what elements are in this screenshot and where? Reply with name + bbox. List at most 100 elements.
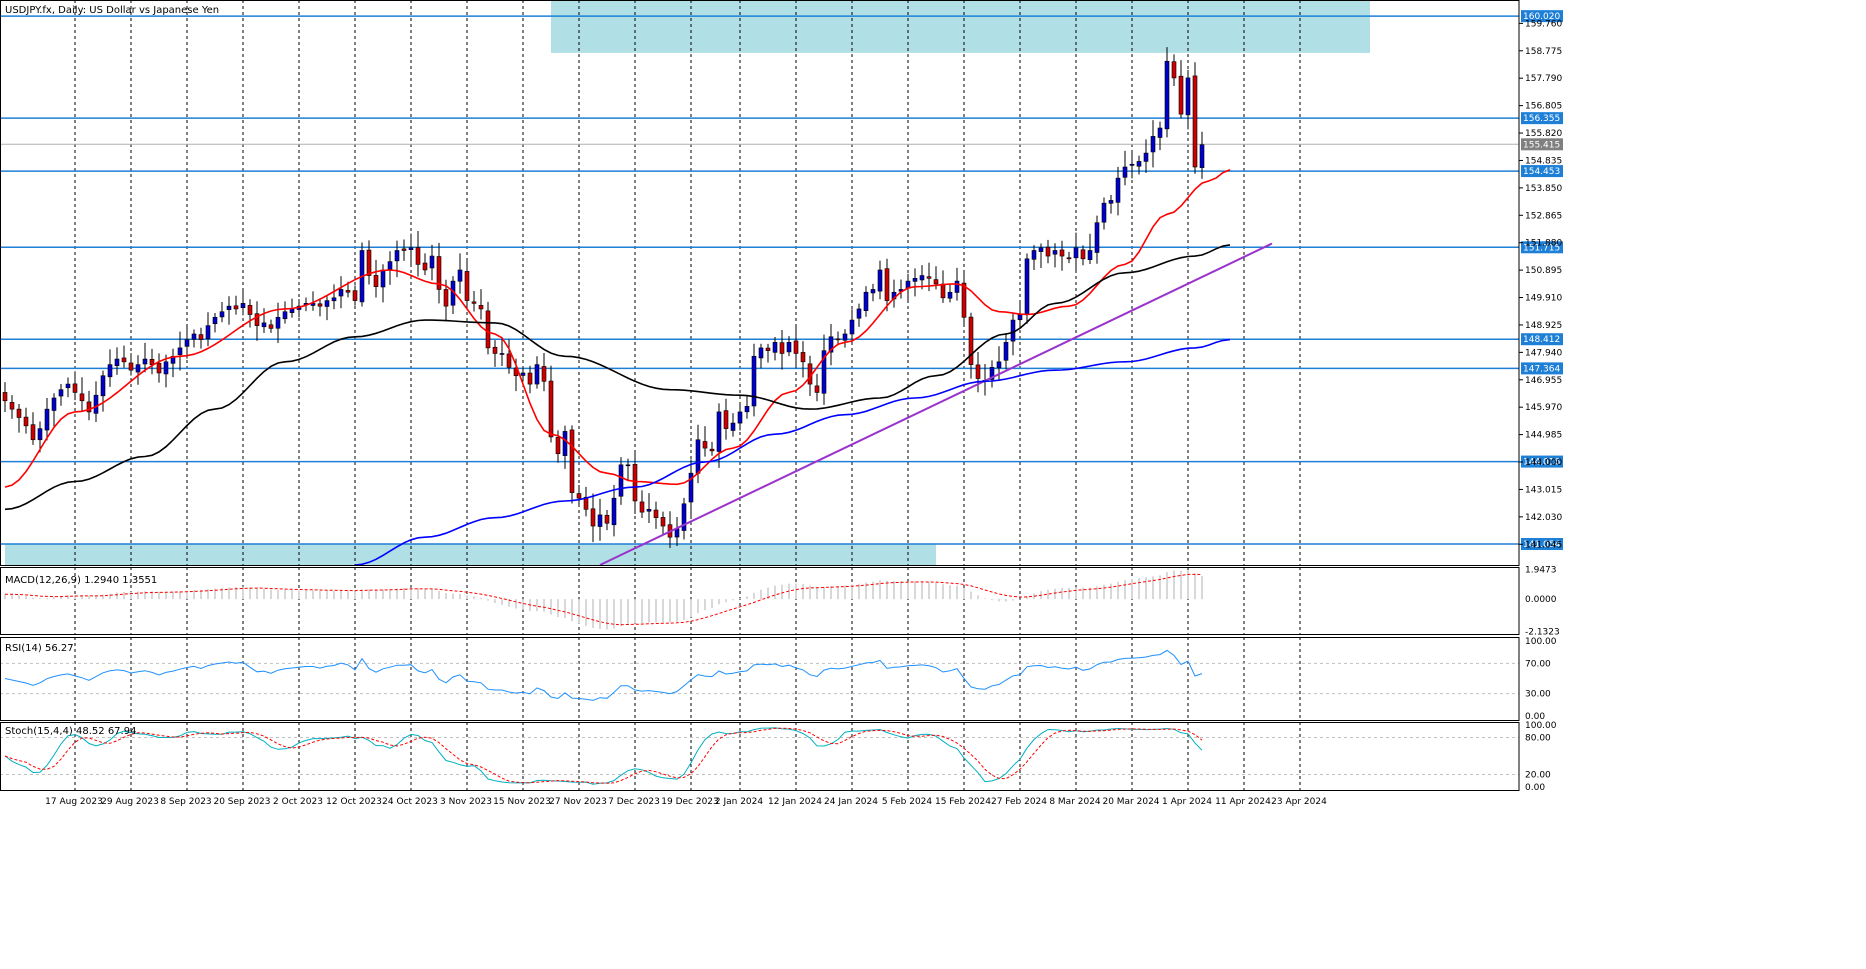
- candle-body: [2, 392, 8, 402]
- candle-body: [1108, 200, 1114, 204]
- indicator-tick-label: 0.00: [1525, 783, 1545, 793]
- x-tick-label: 20 Mar 2024: [1102, 797, 1159, 807]
- candle-body: [506, 353, 512, 368]
- candle-body: [1066, 257, 1072, 260]
- candle-body: [961, 282, 967, 318]
- candle-body: [597, 514, 603, 527]
- candle-body: [940, 283, 946, 299]
- candle-body: [121, 357, 127, 363]
- candle-body: [485, 310, 491, 349]
- levels-layer: [0, 15, 1519, 545]
- candle-body: [1094, 222, 1100, 253]
- candle-body: [79, 393, 85, 402]
- candle-body: [177, 347, 183, 356]
- x-tick-label: 1 Apr 2024: [1162, 797, 1212, 807]
- grid-layer: [74, 0, 1301, 790]
- x-tick-label: 12 Jan 2024: [768, 797, 822, 807]
- candle-body: [709, 448, 715, 452]
- candle-body: [142, 358, 148, 365]
- price-tick-label: 159.760: [1525, 19, 1562, 29]
- candle-body: [310, 303, 316, 306]
- candle-body: [954, 280, 960, 293]
- candle-body: [156, 362, 162, 374]
- level-tag-2: [1521, 165, 1563, 178]
- candle-body: [688, 472, 694, 503]
- candle-body: [849, 319, 855, 335]
- candle-body: [1059, 249, 1065, 257]
- zone-0: [551, 0, 1370, 53]
- candle-body: [352, 290, 358, 301]
- level-tag-1: [1521, 112, 1563, 125]
- price-tick-label: 151.880: [1525, 239, 1562, 249]
- level-tag-label: 144.016: [1523, 458, 1560, 468]
- candle-body: [562, 431, 568, 456]
- candle-body: [884, 268, 890, 301]
- candle-body: [282, 311, 288, 320]
- price-tick-label: 156.805: [1525, 102, 1562, 112]
- candle-body: [436, 256, 442, 290]
- level-tag-7: [1521, 538, 1563, 551]
- candle-body: [1017, 314, 1023, 321]
- candle-body: [870, 289, 876, 294]
- level-tag-4: [1521, 333, 1563, 346]
- candle-body: [233, 305, 239, 310]
- candle-body: [1031, 250, 1037, 260]
- candle-body: [16, 408, 22, 418]
- candle-body: [58, 389, 64, 397]
- candle-body: [520, 372, 526, 376]
- candle-body: [1038, 247, 1044, 252]
- indicator-tick-label: 100.00: [1525, 637, 1557, 647]
- candle-body: [639, 501, 645, 513]
- indicator-tick-label: 0.00: [1525, 712, 1545, 722]
- indicator-tick-label: 1.9473: [1525, 566, 1557, 576]
- price-tick-label: 157.790: [1525, 74, 1562, 84]
- candle-body: [268, 324, 274, 329]
- candle-body: [499, 353, 505, 355]
- candle-body: [632, 464, 638, 502]
- price-tick-label: 142.030: [1525, 513, 1562, 523]
- x-tick-label: 2 Oct 2023: [273, 797, 323, 807]
- stoch-signal-line: [4, 727, 1203, 784]
- candle-body: [163, 361, 169, 375]
- candle-body: [681, 503, 687, 531]
- candle-body: [135, 364, 141, 373]
- candle-body: [184, 339, 190, 347]
- candle-body: [128, 362, 134, 371]
- candle-body: [576, 493, 582, 499]
- price-tick-label: 148.925: [1525, 321, 1562, 331]
- candle-body: [646, 509, 652, 512]
- price-tick-label: 158.775: [1525, 47, 1562, 57]
- candle-body: [394, 250, 400, 262]
- candle-body: [254, 313, 260, 326]
- candle-body: [968, 316, 974, 365]
- candle-body: [548, 380, 554, 438]
- x-tick-label: 8 Sep 2023: [160, 797, 211, 807]
- indicator-tick-label: 30.00: [1525, 690, 1551, 700]
- indicator-tick-label: 0.0000: [1525, 595, 1557, 605]
- candle-body: [996, 361, 1002, 369]
- candle-body: [555, 437, 561, 454]
- candle-body: [1101, 202, 1107, 223]
- frame-layer: [0, 0, 1520, 791]
- rsi-line: [4, 649, 1203, 701]
- level-tag-label: 154.453: [1523, 167, 1560, 177]
- candle-body: [401, 248, 407, 251]
- x-tick-label: 15 Feb 2024: [935, 797, 991, 807]
- x-tick-label: 8 Mar 2024: [1049, 797, 1101, 807]
- candle-body: [44, 408, 50, 431]
- candle-body: [583, 496, 589, 510]
- moving-average-ma200: [354, 338, 1231, 566]
- level-tag-6: [1521, 455, 1563, 468]
- candle-body: [737, 411, 743, 424]
- trendline: [599, 242, 1273, 566]
- x-tick-label: 3 Nov 2023: [440, 797, 492, 807]
- candle-body: [744, 406, 750, 413]
- stoch-title: Stoch(15,4,4) 48.52 67.94: [5, 726, 136, 737]
- candle-body: [814, 385, 820, 393]
- candle-body: [9, 402, 15, 410]
- x-tick-label: 27 Nov 2023: [549, 797, 607, 807]
- candle-body: [65, 383, 71, 389]
- candle-body: [695, 439, 701, 474]
